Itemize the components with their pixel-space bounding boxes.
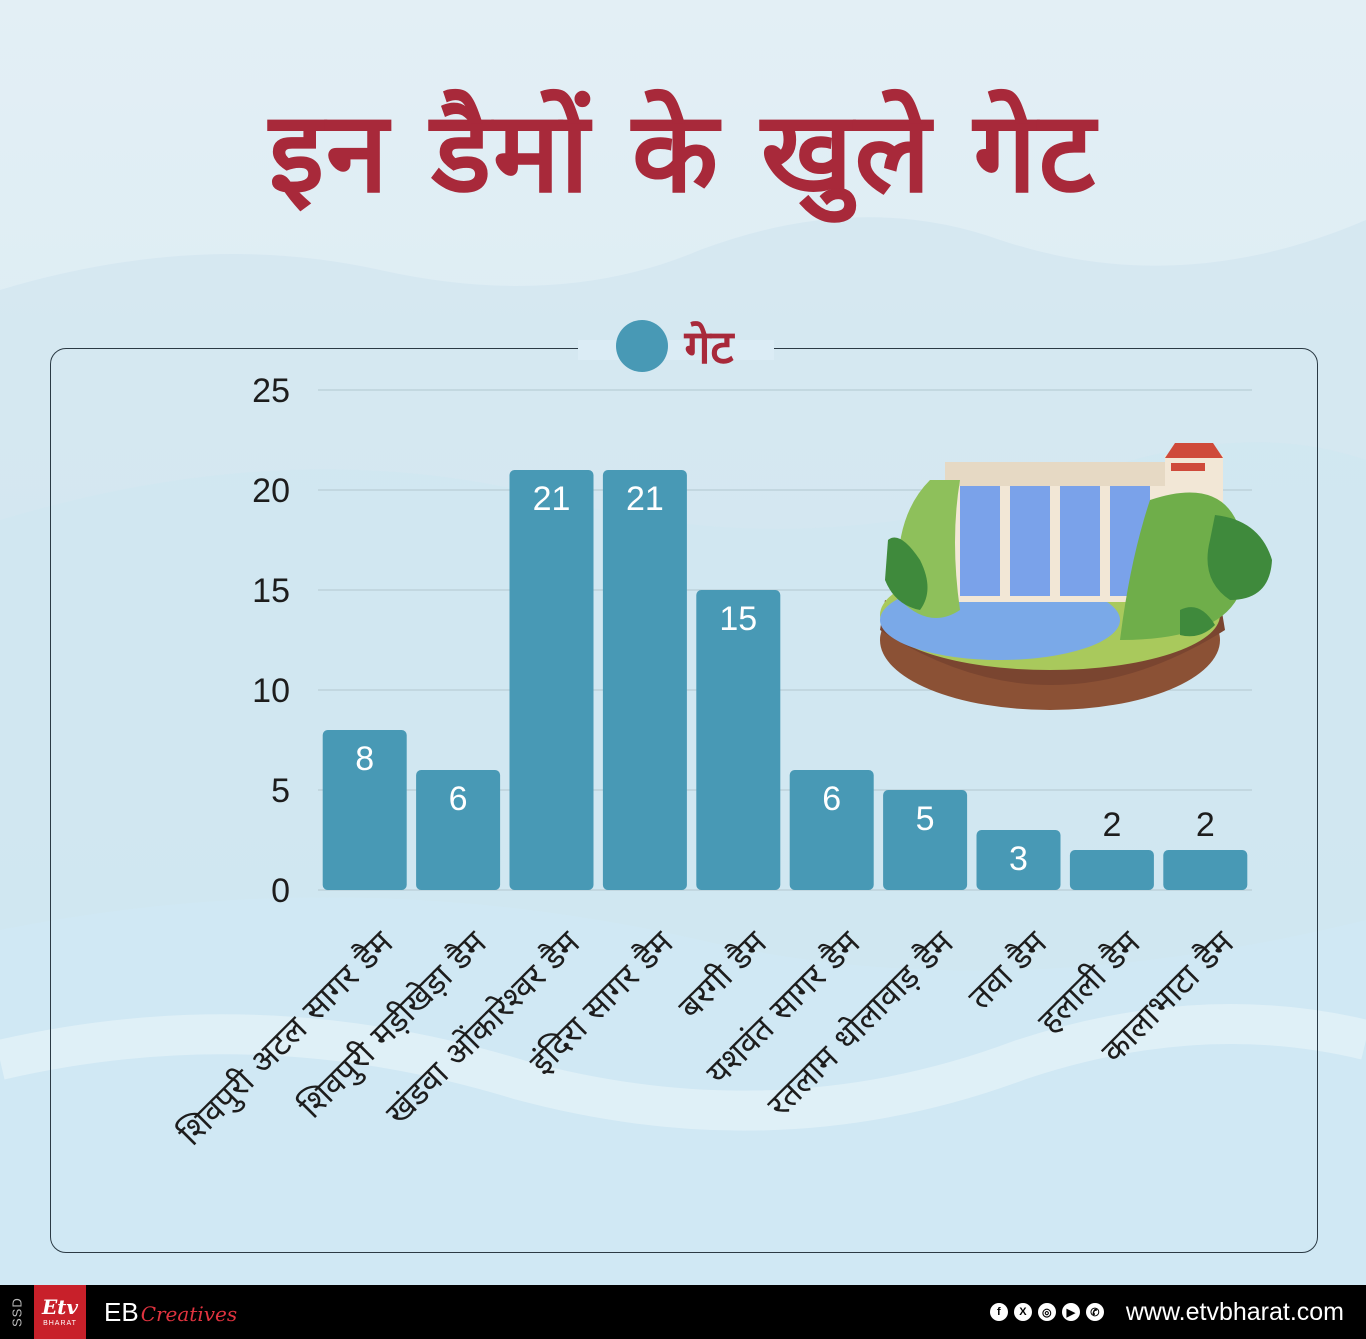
bar-value-labels: 8 6 21 21 15 6 5 3 2 2 — [355, 480, 1215, 878]
y-tick-label: 0 — [271, 872, 290, 910]
bar-value-label: 6 — [449, 780, 468, 818]
bar-value-label: 21 — [533, 480, 571, 518]
y-tick-label: 20 — [252, 472, 290, 510]
bar-value-label: 5 — [916, 800, 935, 838]
bar — [696, 590, 781, 890]
y-tick-label: 5 — [271, 772, 290, 810]
chart-bars — [322, 470, 1248, 890]
bar-value-label: 2 — [1102, 806, 1121, 844]
bar-value-label: 15 — [719, 600, 757, 638]
bar — [322, 730, 407, 890]
y-tick-label: 15 — [252, 572, 290, 610]
bar — [976, 830, 1061, 890]
youtube-icon[interactable]: ▶ — [1061, 1303, 1080, 1321]
bar-value-label: 21 — [626, 480, 664, 518]
bar — [1163, 850, 1248, 890]
dam-illustration — [880, 443, 1272, 710]
social-links: f X ◎ ▶ ✆ — [989, 1303, 1104, 1321]
legend-swatch — [616, 320, 669, 372]
bar-chart: 0 5 10 15 20 25 8 6 21 21 15 6 5 3 2 2 शिवपुरी अटल साग… — [170, 372, 1272, 1154]
bar-value-label: 6 — [822, 780, 841, 818]
y-axis-ticks: 0 5 10 15 20 25 — [252, 372, 290, 910]
etv-bharat-logo[interactable]: Etv BHARAT — [34, 1285, 86, 1339]
footer-bar: SSD Etv BHARAT EB Creatives f X ◎ ▶ ✆ ww… — [0, 1285, 1366, 1339]
eb-logo-main: EB — [104, 1296, 139, 1327]
bar — [789, 770, 874, 890]
chart-legend: गेट — [580, 316, 770, 376]
bar — [1069, 850, 1154, 890]
etv-logo-mark: Etv — [41, 1295, 79, 1319]
etv-logo-sub: BHARAT — [43, 1320, 77, 1327]
website-link[interactable]: www.etvbharat.com — [1125, 1297, 1344, 1326]
instagram-icon[interactable]: ◎ — [1037, 1303, 1056, 1321]
bar — [509, 470, 594, 890]
eb-logo-sub: Creatives — [140, 1301, 238, 1326]
bar — [416, 770, 501, 890]
legend-label: गेट — [684, 320, 734, 374]
x-icon[interactable]: X — [1013, 1303, 1032, 1321]
bar — [602, 470, 687, 890]
bar-value-label: 8 — [355, 740, 374, 778]
whatsapp-icon[interactable]: ✆ — [1085, 1303, 1104, 1321]
ssd-tag: SSD — [9, 1297, 25, 1327]
y-tick-label: 10 — [252, 672, 290, 710]
bar-value-label: 3 — [1009, 840, 1028, 878]
bar-value-label: 2 — [1196, 806, 1215, 844]
bar — [883, 790, 968, 890]
eb-creatives-logo: EB Creatives — [104, 1297, 237, 1328]
y-tick-label: 25 — [252, 372, 290, 410]
page-title: इन डैमों के खुले गेट — [268, 88, 1098, 218]
x-axis-category-labels: शिवपुरी अटल सागर डैमशिवपुरी मड़ीखेड़ा डै… — [170, 922, 1241, 1154]
facebook-icon[interactable]: f — [989, 1303, 1008, 1321]
